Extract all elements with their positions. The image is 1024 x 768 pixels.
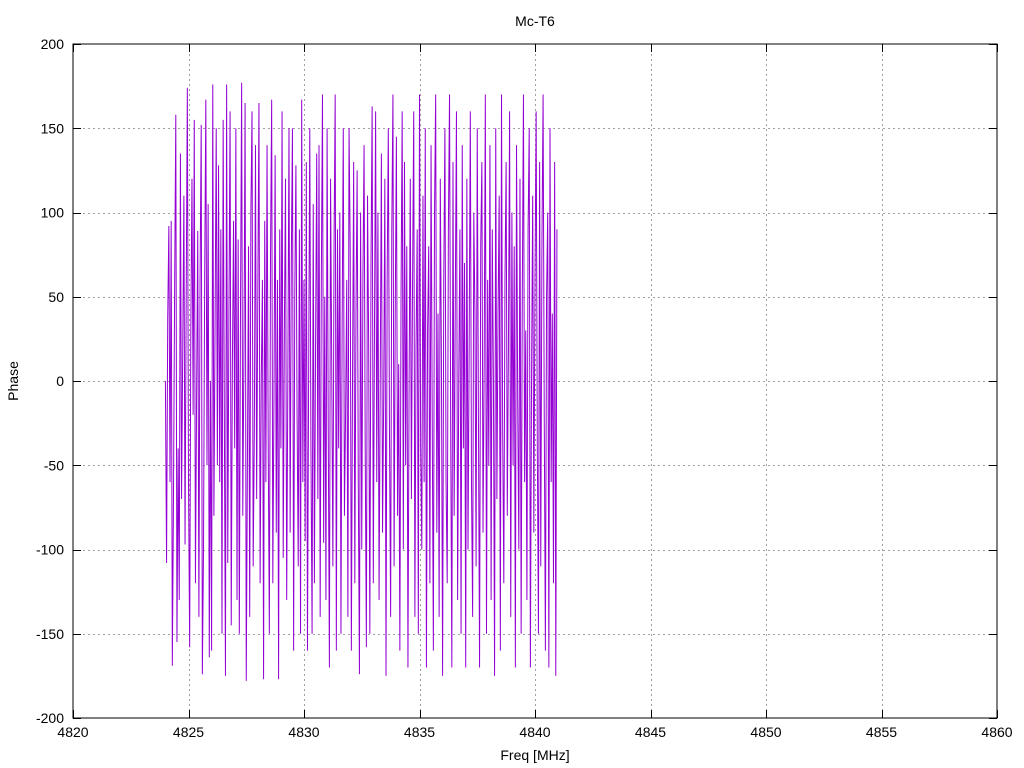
x-tick-label: 4845	[635, 724, 666, 740]
y-tick-label: 150	[41, 120, 65, 136]
x-tick-label: 4820	[57, 724, 88, 740]
x-tick-label: 4830	[288, 724, 319, 740]
series-group	[164, 82, 558, 681]
chart-title: Mc-T6	[515, 13, 555, 29]
phase-series-line	[164, 82, 558, 681]
y-axis-tick-labels: -200 -150 -100 -50 0 50 100 150 200	[36, 36, 64, 726]
y-tick-label: -150	[36, 626, 64, 642]
x-tick-label: 4850	[750, 724, 781, 740]
y-axis-label: Phase	[5, 361, 21, 401]
x-tick-label: 4855	[866, 724, 897, 740]
x-axis-label: Freq [MHz]	[500, 747, 569, 763]
x-tick-label: 4835	[404, 724, 435, 740]
y-tick-label: 100	[41, 205, 65, 221]
y-tick-label: -50	[44, 457, 64, 473]
x-tick-label: 4860	[981, 724, 1012, 740]
x-axis-tick-labels: 4820 4825 4830 4835 4840 4845 4850 4855 4860	[57, 724, 1012, 740]
y-tick-label: 50	[48, 289, 64, 305]
axis-ticks	[73, 44, 998, 719]
y-tick-label: 200	[41, 36, 65, 52]
y-tick-label: -100	[36, 542, 64, 558]
y-tick-label: -200	[36, 710, 64, 726]
y-tick-label: 0	[56, 373, 64, 389]
x-tick-label: 4825	[173, 724, 204, 740]
x-tick-label: 4840	[519, 724, 550, 740]
grid-lines	[73, 44, 997, 718]
